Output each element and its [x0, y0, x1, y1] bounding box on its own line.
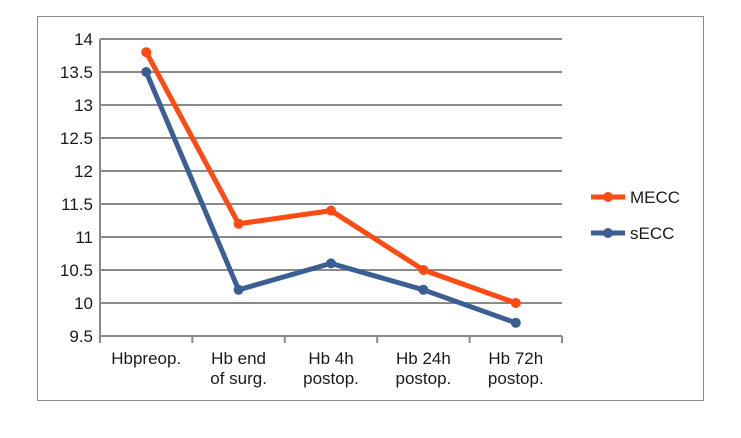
legend-label: sECC	[630, 224, 674, 243]
y-tick-label: 13	[74, 96, 93, 115]
data-point-secc	[233, 284, 244, 295]
x-tick-label: of surg.	[210, 369, 267, 388]
data-point-secc	[510, 317, 521, 328]
y-tick-label: 10.5	[60, 261, 93, 280]
x-tick-label: Hb 24h	[396, 349, 451, 368]
x-tick-label: Hbpreop.	[111, 349, 181, 368]
data-point-mecc	[418, 265, 429, 275]
x-tick-label: Hb 4h	[308, 349, 353, 368]
data-point-secc	[141, 67, 152, 77]
y-tick-label: 12	[74, 162, 93, 181]
data-point-mecc	[141, 47, 152, 58]
x-tick-label: Hb 72h	[488, 349, 543, 368]
data-point-mecc	[233, 218, 244, 229]
y-tick-label: 12.5	[60, 129, 93, 148]
data-point-secc	[326, 258, 336, 269]
data-point-secc	[418, 284, 429, 295]
legend-label: MECC	[630, 188, 680, 207]
y-tick-label: 10	[74, 294, 93, 313]
data-point-mecc	[326, 205, 336, 216]
data-point-mecc	[510, 298, 521, 308]
x-tick-label: postop.	[488, 369, 544, 388]
x-tick-label: Hb end	[211, 349, 266, 368]
legend-marker	[603, 192, 613, 202]
x-tick-label: postop.	[396, 369, 452, 388]
y-tick-label: 14	[74, 30, 93, 49]
legend-marker	[603, 228, 613, 238]
y-tick-label: 9.5	[69, 327, 93, 346]
y-tick-label: 11	[75, 228, 93, 247]
y-tick-label: 11.5	[61, 195, 93, 214]
y-tick-label: 13.5	[60, 63, 93, 82]
x-tick-label: postop.	[303, 369, 359, 388]
